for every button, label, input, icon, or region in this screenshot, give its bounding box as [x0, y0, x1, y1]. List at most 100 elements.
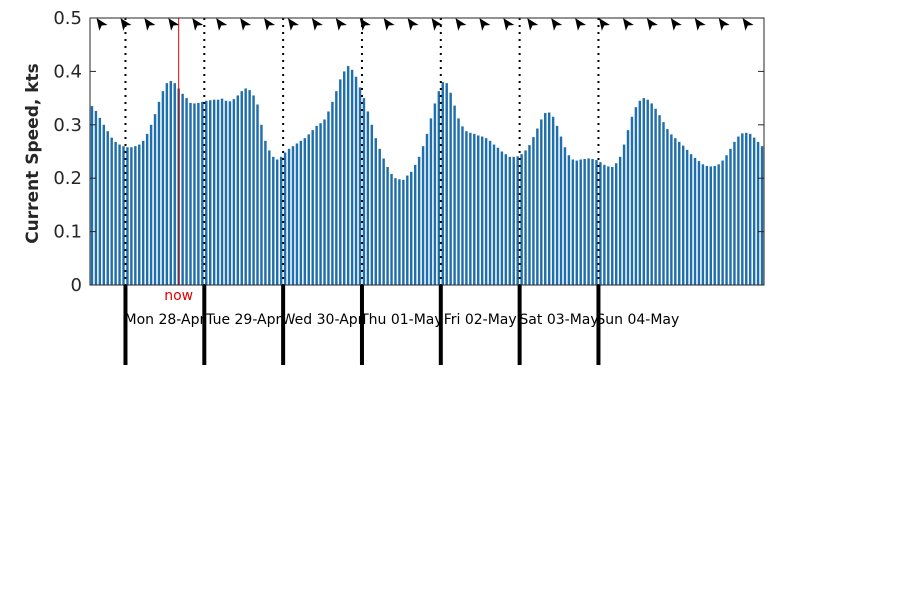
- bar: [492, 144, 496, 285]
- bar: [756, 141, 760, 285]
- direction-arrow: [622, 18, 634, 31]
- day-label: Fri 02-May: [444, 312, 517, 328]
- bar: [406, 175, 409, 285]
- bar: [126, 147, 129, 285]
- direction-arrow: [503, 18, 515, 31]
- bar: [741, 133, 744, 285]
- direction-arrow: [96, 18, 108, 31]
- bar: [161, 91, 165, 286]
- bar: [484, 138, 488, 285]
- bar: [678, 141, 681, 285]
- bar: [441, 82, 444, 285]
- bar: [555, 125, 559, 285]
- bar: [449, 92, 452, 285]
- y-tick-label: 0.5: [53, 8, 82, 29]
- bar: [358, 87, 362, 285]
- bar: [654, 108, 657, 285]
- bar: [212, 99, 216, 286]
- bar: [362, 98, 366, 285]
- bar: [417, 156, 421, 285]
- direction-arrow: [742, 18, 754, 31]
- bar: [319, 123, 322, 285]
- bar: [413, 164, 417, 285]
- bar: [658, 115, 661, 285]
- bar: [760, 146, 764, 285]
- bar: [650, 103, 653, 285]
- bar: [248, 90, 251, 285]
- day-label: Thu 01-May: [359, 312, 443, 328]
- bar: [567, 155, 571, 285]
- bar: [670, 134, 673, 285]
- bar: [331, 101, 334, 285]
- direction-arrow: [455, 18, 467, 31]
- direction-arrow: [646, 18, 658, 31]
- bar: [599, 162, 602, 285]
- bar: [303, 138, 307, 285]
- bar: [516, 156, 519, 285]
- bar: [402, 179, 405, 285]
- bar: [536, 128, 539, 285]
- direction-arrow: [311, 18, 323, 31]
- y-axis-label: Current Speed, kts: [23, 63, 43, 244]
- bar: [614, 163, 618, 285]
- bar: [386, 166, 389, 285]
- bar: [299, 140, 303, 285]
- bar: [236, 95, 240, 286]
- bar: [717, 164, 720, 285]
- bar: [666, 129, 669, 285]
- bar: [378, 148, 381, 285]
- direction-arrow: [599, 18, 611, 31]
- bar: [94, 110, 98, 285]
- direction-arrow: [575, 18, 587, 31]
- bar: [638, 100, 642, 286]
- bar: [169, 81, 173, 286]
- bar: [216, 99, 220, 286]
- bar: [496, 147, 500, 285]
- bar: [528, 145, 531, 285]
- bar: [264, 140, 267, 285]
- bar: [603, 164, 606, 285]
- bar: [453, 105, 456, 286]
- bar: [437, 91, 441, 286]
- direction-arrows: [96, 18, 754, 31]
- bar: [433, 103, 437, 285]
- bar: [477, 135, 480, 285]
- bar: [145, 133, 149, 285]
- bar: [252, 95, 255, 286]
- bar: [102, 124, 106, 285]
- bar: [500, 151, 504, 285]
- bar: [465, 131, 468, 285]
- bar: [512, 156, 515, 285]
- bar: [445, 83, 448, 285]
- bar: [689, 154, 693, 285]
- bar: [394, 178, 397, 285]
- bar: [693, 157, 697, 285]
- y-tick-label: 0.3: [53, 115, 82, 136]
- bar: [138, 144, 141, 285]
- bar: [540, 119, 543, 286]
- bar: [327, 111, 330, 285]
- direction-arrow: [120, 18, 132, 31]
- y-tick-label: 0.4: [53, 61, 82, 82]
- bar: [488, 140, 492, 285]
- y-tick-label: 0: [71, 275, 82, 296]
- bar: [295, 143, 299, 285]
- bar: [634, 107, 638, 285]
- bar: [646, 99, 649, 286]
- bar: [611, 166, 614, 285]
- bar: [681, 145, 685, 285]
- bar: [480, 136, 484, 285]
- bar: [90, 106, 94, 285]
- bar: [366, 111, 370, 285]
- bar: [260, 124, 263, 285]
- direction-arrow: [527, 18, 539, 31]
- day-label: Tue 29-Apr: [205, 312, 281, 328]
- bar: [587, 158, 590, 285]
- bar: [595, 160, 598, 285]
- bar: [544, 113, 547, 285]
- bar: [153, 114, 157, 286]
- bar: [571, 159, 575, 285]
- bar: [626, 130, 630, 285]
- day-label: Sat 03-May: [519, 312, 598, 328]
